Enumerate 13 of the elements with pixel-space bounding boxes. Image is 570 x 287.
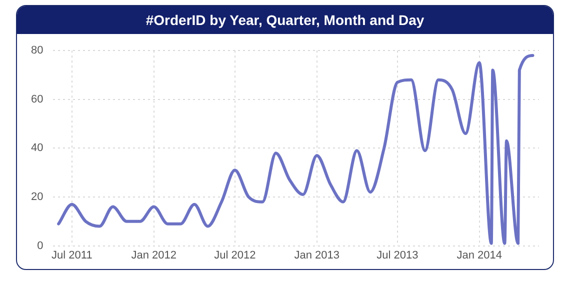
chart-title: #OrderID by Year, Quarter, Month and Day xyxy=(17,6,553,34)
x-tick-label: Jan 2013 xyxy=(294,249,340,262)
y-tick-label: 0 xyxy=(37,240,44,252)
line-series xyxy=(57,54,534,245)
y-tick-label: 60 xyxy=(30,93,44,106)
y-tick-label: 20 xyxy=(30,191,44,204)
x-tick-label: Jul 2011 xyxy=(52,249,92,262)
x-tick-label: Jan 2014 xyxy=(456,249,502,262)
x-tick-label: Jul 2013 xyxy=(376,249,418,262)
y-tick-label: 80 xyxy=(30,44,44,57)
x-tick-label: Jan 2012 xyxy=(131,249,176,262)
y-tick-label: 40 xyxy=(30,142,44,154)
x-tick-label: Jul 2012 xyxy=(214,249,256,262)
